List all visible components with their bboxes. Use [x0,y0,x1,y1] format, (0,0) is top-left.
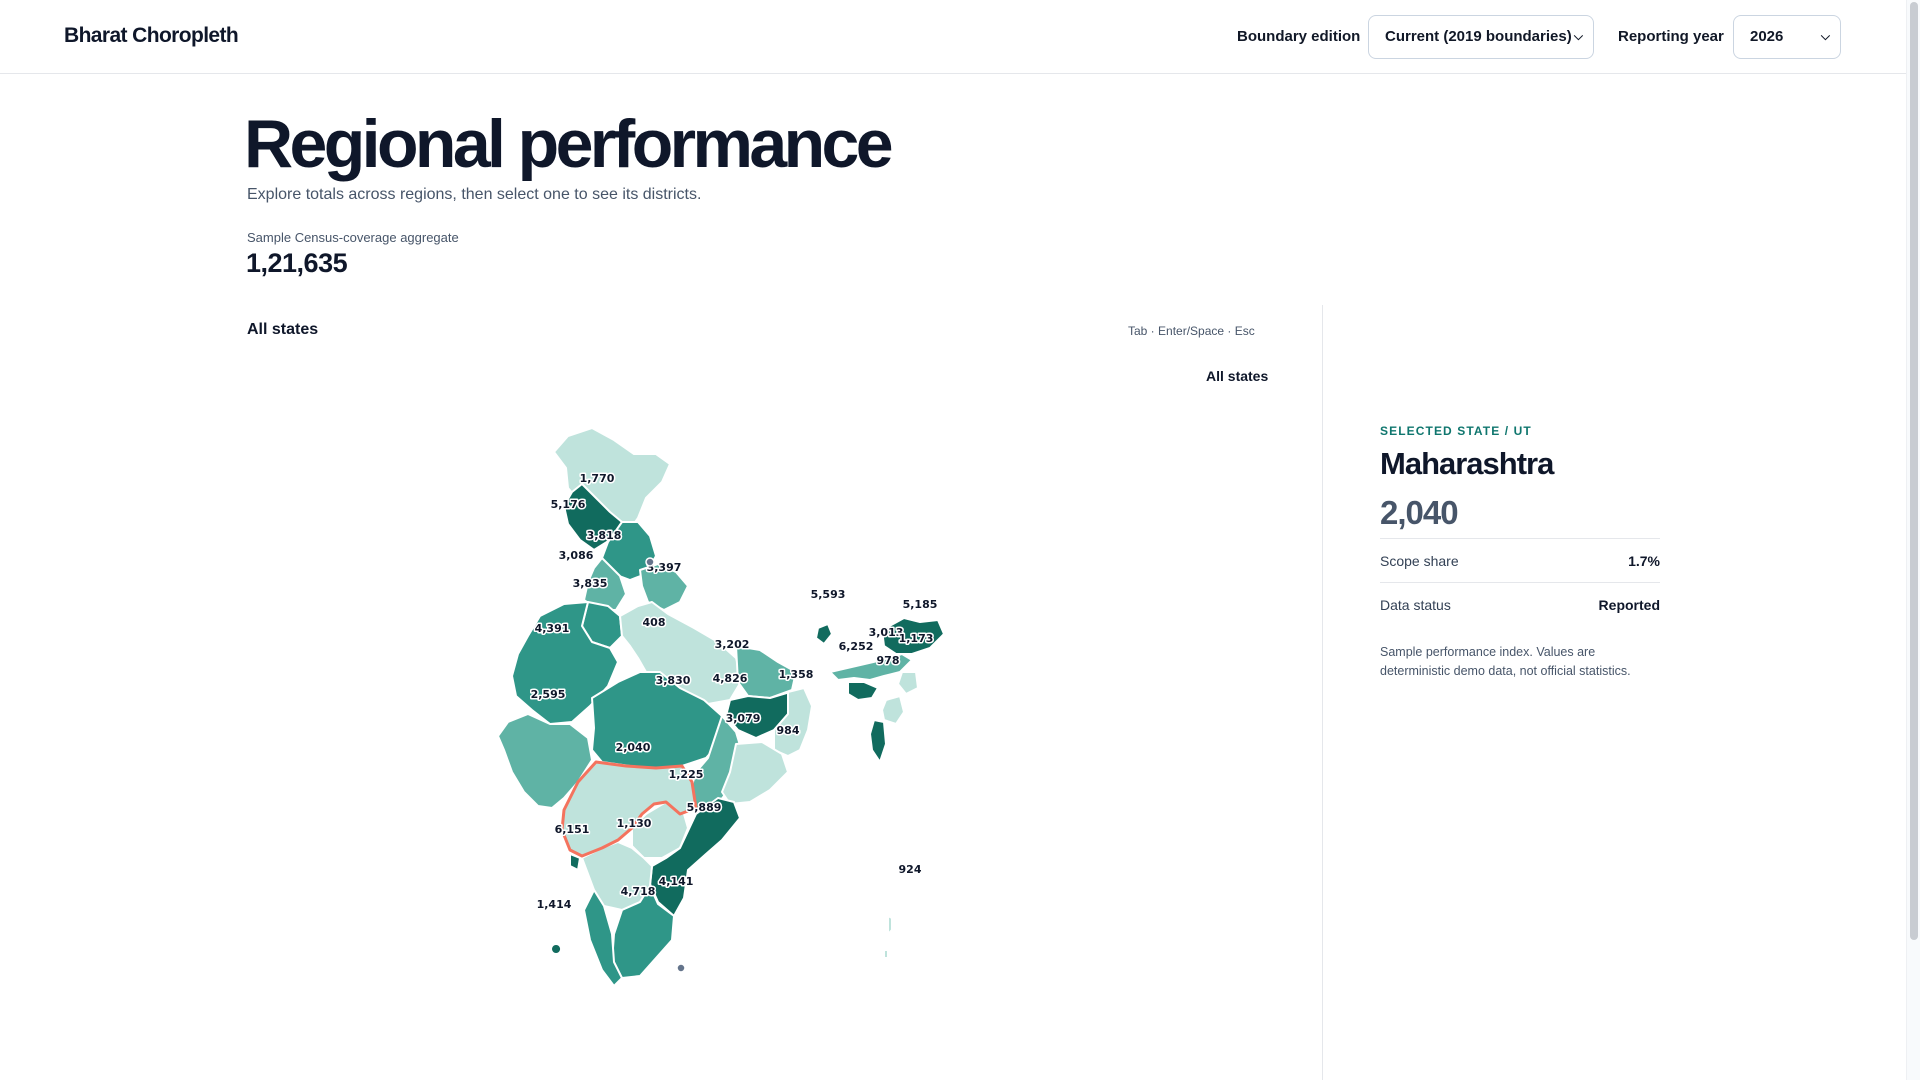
page-subtitle: Explore totals across regions, then sele… [247,186,702,203]
map-value-label: 5,889 [687,801,722,814]
map-value-label: 6,252 [839,640,874,653]
map-value-label: 1,225 [669,768,704,781]
map-value-label: 1,130 [617,817,652,830]
map-value-label: 2,040 [616,741,651,754]
map-value-label: 1,770 [580,472,615,485]
map-value-label: 3,835 [573,577,608,590]
map-region-wb[interactable] [773,687,813,757]
map-value-label: 4,141 [659,875,694,888]
breadcrumb[interactable]: All states [1206,368,1269,384]
map-value-label: 3,830 [656,674,691,687]
map-value-label: 1,414 [537,898,572,911]
map-region-sk[interactable] [815,623,833,645]
map-value-label: 3,202 [715,638,750,651]
map-value-label: 2,595 [531,688,566,701]
map-value-label: 3,079 [726,712,761,725]
map-region-up[interactable] [619,601,743,705]
aggregate-label: Sample Census-coverage aggregate [247,230,459,245]
map-region-hp[interactable] [563,483,623,551]
page-title: Regional performance [244,106,894,182]
selected-state-name: Maharashtra [1380,446,1554,481]
selected-state-value: 2,040 [1380,494,1660,539]
map-value-label: 3,397 [647,561,682,574]
selected-state-panel: SELECTED STATE / UT Maharashtra 2,040 Sc… [1380,424,1660,681]
chevron-down-icon: ⌵ [1573,29,1583,43]
reporting-year-label: Reporting year [1618,28,1724,45]
map-marker-dot [645,557,655,567]
boundary-edition-select[interactable]: Current (2019 boundaries) ⌵ [1368,15,1594,59]
map-value-label: 5,593 [811,588,846,601]
data-disclaimer: Sample performance index. Values are det… [1380,645,1631,678]
map-region-or[interactable] [721,741,789,805]
scope-share-row: Scope share 1.7% [1380,539,1660,583]
top-bar: Bharat Choropleth Boundary edition Curre… [0,0,1906,74]
map-value-label: 4,826 [713,672,748,685]
chevron-down-icon: ⌵ [1820,29,1830,43]
page-scrollbar[interactable] [1906,0,1920,1080]
map-region-pb[interactable] [601,521,657,581]
map-region-ml[interactable] [847,681,879,701]
data-status-row: Data status Reported [1380,583,1660,627]
map-value-label: 1,173 [899,632,934,645]
panel-divider [1322,305,1323,1080]
boundary-edition-value: Current (2019 boundaries) [1385,28,1572,45]
map-value-label: 3,818 [587,529,622,542]
scope-share-label: Scope share [1380,552,1459,569]
map-value-label: 4,391 [535,622,570,635]
map-region-ar[interactable] [881,617,945,655]
india-choropleth-map[interactable]: 1,770 5,176 3,818 3,086 3,397 3,835 4,391 408 3,… [470,410,1050,1050]
map-region-an[interactable] [883,915,893,959]
map-value-label: 5,185 [903,598,938,611]
map-region-kl[interactable] [583,889,623,987]
keyboard-hint: Tab · Enter/Space · Esc [1128,324,1255,338]
boundary-edition-label: Boundary edition [1237,28,1361,45]
map-value-label: 4,718 [621,885,656,898]
map-region-nl[interactable] [897,671,919,695]
map-region-mn[interactable] [881,695,905,725]
brand-logo[interactable]: Bharat Choropleth [64,24,239,47]
map-region-ap[interactable] [649,797,741,917]
aggregate-value: 1,21,635 [246,248,348,278]
map-value-label: 978 [877,654,900,667]
map-value-label: 408 [643,616,666,629]
map-region-ld[interactable] [550,943,563,955]
map-region-jk[interactable] [553,427,671,533]
map-value-label: 984 [777,724,800,737]
data-status-label: Data status [1380,597,1451,613]
scrollbar-thumb[interactable] [1910,2,1918,940]
map-region-uk[interactable] [639,563,689,611]
map-region-tr[interactable] [869,719,887,763]
data-status-value: Reported [1598,597,1660,613]
map-value-label: 1,358 [779,668,814,681]
map-panel-title: All states [247,321,319,338]
map-value-label: 3,013 [869,626,904,639]
reporting-year-select[interactable]: 2026 ⌵ [1733,15,1841,59]
map-region-goa[interactable] [569,853,581,871]
map-region-as[interactable] [829,653,913,681]
map-region-gj[interactable] [497,713,593,809]
scope-share-value: 1.7% [1628,552,1660,569]
reporting-year-value: 2026 [1750,28,1784,45]
map-marker-dot [676,963,686,973]
map-region-rj[interactable] [511,601,619,725]
selected-kicker: SELECTED STATE / UT [1380,424,1532,438]
map-value-label: 5,176 [551,498,586,511]
map-region-mh[interactable] [560,760,698,858]
map-value-label: 6,151 [555,823,590,836]
map-value-label: 3,086 [559,549,594,562]
map-value-label: 924 [899,863,922,876]
